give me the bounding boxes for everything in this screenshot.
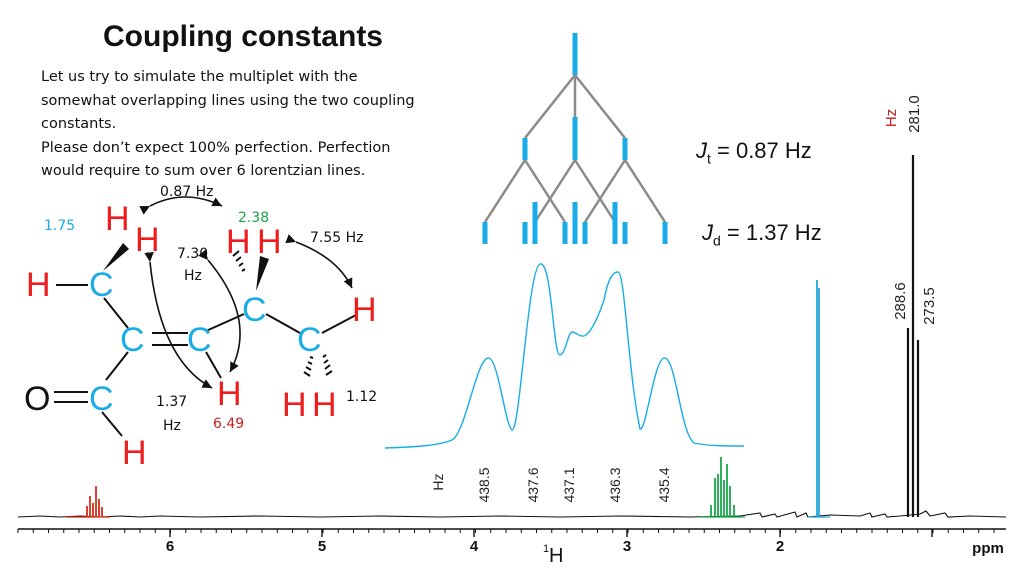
atom-o: O	[24, 380, 50, 418]
coupling-label: 7.55 Hz	[310, 230, 364, 246]
wedge-bond	[256, 256, 269, 291]
coupling-label: Hz	[163, 418, 181, 434]
jt-symbol: J	[696, 138, 707, 163]
jt-value: = 0.87 Hz	[710, 138, 812, 163]
atom-c: C	[297, 321, 322, 359]
atom-h: H	[26, 266, 51, 304]
atom-c: C	[120, 321, 145, 359]
atom-h: H	[352, 291, 377, 329]
peak-hz-label: 273.5	[921, 287, 938, 325]
coupling-label: 7.30	[177, 246, 208, 262]
description-line: Let us try to simulate the multiplet wit…	[41, 69, 358, 85]
atom-h: H	[105, 200, 130, 238]
wedge-bond	[103, 243, 129, 271]
shift-label: 1.75	[44, 218, 75, 234]
spectrum-baseline	[17, 510, 1007, 518]
x-tick-label: 6	[166, 538, 174, 555]
tree-bars	[482, 33, 668, 244]
peak-black	[906, 155, 920, 517]
jd-label: Jd = 1.37 Hz	[702, 220, 822, 248]
peak-hz-label: 288.6	[892, 282, 909, 320]
atom-c: C	[89, 266, 114, 304]
multiplet-tick-label: 436.3	[607, 467, 623, 502]
page-title: Coupling constants	[103, 20, 383, 53]
coupling-label: 1.37	[156, 394, 187, 410]
peak-hz-label: 281.0	[906, 95, 923, 133]
atom-h: H	[226, 223, 251, 261]
multiplet-tick-label: 437.6	[525, 467, 541, 502]
jt-subscript: t	[707, 150, 711, 167]
jd-value: = 1.37 Hz	[720, 220, 822, 245]
atom-h: H	[257, 223, 282, 261]
jd-symbol: J	[702, 220, 713, 245]
x-tick-label: 2	[776, 538, 784, 555]
x-tick-label: 3	[623, 538, 631, 555]
molecule-structure: H C H H C C H H C C H O C H H H H 1.75 2…	[24, 184, 377, 472]
peak-green	[700, 457, 745, 518]
shift-label: 2.38	[238, 210, 269, 226]
x-axis: 6 5 4 3 2 ppm 1 H	[17, 528, 1006, 567]
peak-blue	[808, 280, 830, 518]
description-text: Let us try to simulate the multiplet wit…	[41, 66, 461, 184]
description-line: constants.	[41, 116, 117, 132]
spectrum: Hz 281.0 288.6 273.5 6 5 4 3 2 ppm	[17, 95, 1007, 567]
x-tick-label: 4	[470, 538, 479, 555]
shift-label: 6.49	[213, 416, 244, 432]
description-line: would require to sum over 6 lorentzian l…	[41, 163, 366, 179]
stereo-bonds	[103, 243, 269, 291]
jt-label: Jt = 0.87 Hz	[696, 138, 812, 166]
coupling-label: 0.87 Hz	[160, 184, 214, 200]
atom-h: H	[135, 221, 160, 259]
coupling-arrows	[139, 196, 353, 389]
x-axis-nucleus: H	[549, 545, 563, 567]
tree-lines	[483, 74, 667, 223]
x-axis-unit: ppm	[972, 540, 1004, 557]
multiplet-tick-label: 435.4	[656, 467, 672, 502]
multiplet-tick-label: 437.1	[561, 467, 577, 502]
atom-h: H	[122, 434, 147, 472]
description-line: Please don’t expect 100% perfection. Per…	[41, 139, 391, 156]
x-axis-nucleus-mass: 1	[543, 543, 549, 555]
description-line: somewhat overlapping lines using the two…	[41, 92, 415, 109]
splitting-tree	[482, 33, 668, 244]
jd-subscript: d	[713, 232, 721, 249]
x-tick-label: 5	[318, 538, 326, 555]
atom-c: C	[89, 380, 114, 418]
atom-h: H	[312, 386, 337, 424]
multiplet-trace: Hz 438.5 437.6 437.1 436.3 435.4	[384, 263, 745, 503]
spectrum-hz-label: Hz	[883, 109, 900, 127]
coupling-label: Hz	[184, 268, 202, 284]
atom-h: H	[217, 375, 242, 413]
peak-red	[66, 486, 110, 518]
atom-c: C	[187, 321, 212, 359]
multiplet-hz-label: Hz	[430, 473, 446, 490]
shift-label: 1.12	[346, 389, 377, 405]
atom-h: H	[282, 386, 307, 424]
atom-c: C	[242, 291, 267, 329]
multiplet-tick-label: 438.5	[476, 467, 492, 502]
